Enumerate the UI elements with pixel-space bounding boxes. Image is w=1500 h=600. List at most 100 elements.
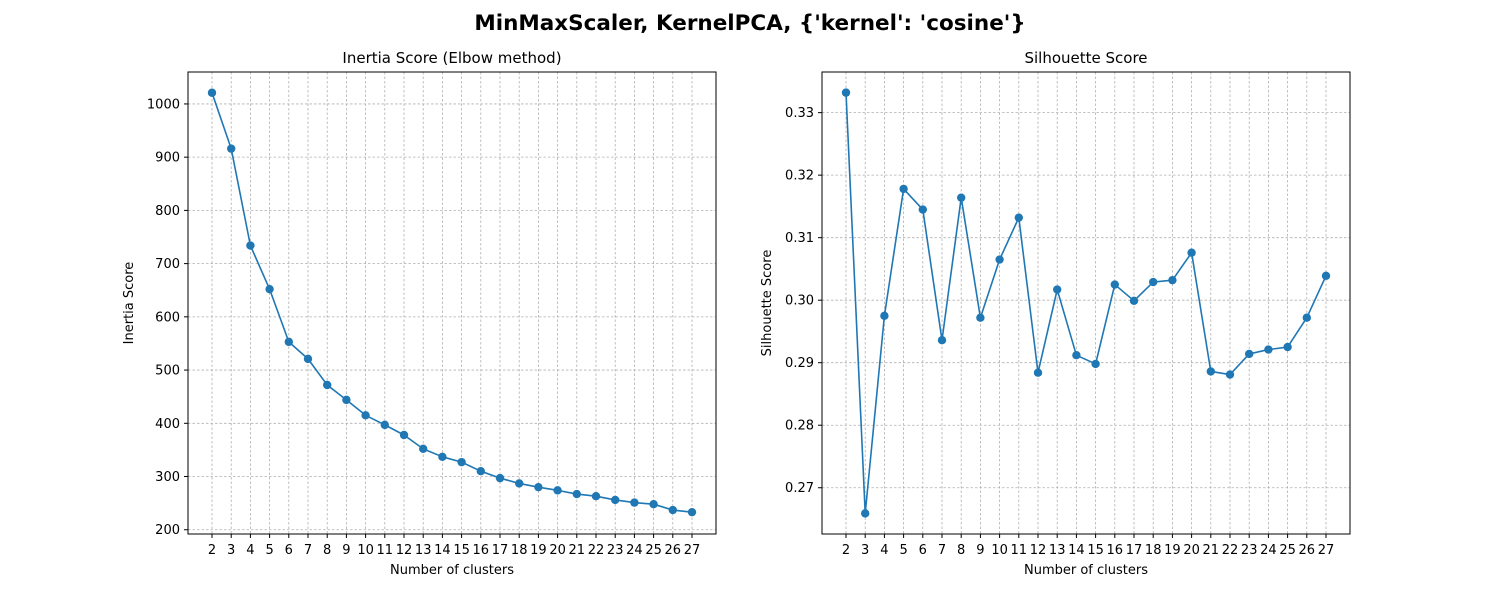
silhouette-x-tick-label: 26 (1299, 543, 1316, 558)
inertia-data-point (630, 498, 639, 507)
silhouette-data-point (1264, 345, 1273, 354)
silhouette-y-tick-label: 0.33 (785, 106, 814, 121)
silhouette-data-point (1187, 248, 1196, 257)
inertia-x-tick-label: 14 (434, 543, 451, 558)
inertia-data-point (515, 479, 524, 488)
inertia-data-point (495, 473, 505, 483)
silhouette-data-point (1225, 370, 1235, 379)
inertia-x-tick-label: 16 (473, 543, 490, 558)
silhouette-data-point (1053, 285, 1062, 294)
inertia-data-point (553, 486, 562, 495)
inertia-x-tick-label: 6 (285, 543, 293, 558)
silhouette-x-tick-label: 9 (976, 543, 984, 558)
silhouette-x-tick-label: 22 (1222, 543, 1239, 558)
silhouette-data-point (841, 88, 851, 97)
silhouette-x-tick-label: 3 (861, 543, 869, 558)
silhouette-x-tick-label: 8 (957, 543, 965, 558)
inertia-x-tick-label: 8 (323, 543, 331, 558)
inertia-x-tick-label: 13 (415, 543, 432, 558)
silhouette-y-tick-label: 0.27 (785, 481, 814, 496)
inertia-x-tick-label: 21 (569, 543, 586, 558)
inertia-data-point (419, 444, 428, 454)
inertia-data-point (342, 395, 351, 405)
inertia-x-tick-label: 10 (357, 543, 374, 558)
silhouette-x-tick-label: 11 (1011, 543, 1028, 558)
inertia-x-tick-label: 24 (626, 543, 643, 558)
silhouette-x-tick-label: 12 (1030, 543, 1047, 558)
inertia-data-point (649, 499, 658, 509)
silhouette-x-tick-label: 21 (1203, 543, 1220, 558)
inertia-x-axis-label: Number of clusters (390, 563, 514, 578)
inertia-data-point (265, 284, 274, 294)
silhouette-data-point (1033, 368, 1043, 377)
inertia-data-point (572, 489, 581, 499)
silhouette-data-point (861, 509, 870, 518)
silhouette-series-line (845, 92, 1327, 515)
inertia-y-tick-label: 400 (155, 417, 180, 432)
inertia-x-tick-label: 15 (453, 543, 470, 558)
inertia-data-point (687, 507, 697, 517)
silhouette-data-point (1110, 280, 1120, 289)
inertia-data-point (361, 411, 370, 420)
silhouette-x-tick-label: 20 (1183, 543, 1200, 558)
inertia-data-point (207, 88, 217, 97)
silhouette-x-tick-label: 13 (1049, 543, 1066, 558)
silhouette-data-point (1302, 313, 1312, 322)
inertia-data-point (323, 380, 332, 390)
silhouette-x-tick-label: 16 (1107, 543, 1124, 558)
silhouette-data-point (1168, 275, 1177, 285)
silhouette-data-point (995, 255, 1004, 264)
silhouette-x-tick-label: 5 (899, 543, 907, 558)
inertia-y-tick-label: 900 (155, 151, 180, 166)
inertia-y-tick-label: 600 (155, 310, 180, 325)
inertia-axes-frame (187, 71, 717, 535)
inertia-data-point (611, 495, 620, 505)
inertia-data-point (284, 337, 293, 347)
silhouette-x-axis-label: Number of clusters (1024, 563, 1148, 578)
inertia-x-tick-label: 25 (645, 543, 662, 558)
silhouette-data-point (1321, 271, 1331, 281)
inertia-y-tick-label: 700 (155, 257, 180, 272)
inertia-series-line (211, 92, 693, 513)
inertia-data-point (399, 430, 409, 440)
silhouette-x-tick-label: 19 (1164, 543, 1181, 558)
silhouette-data-point (1091, 359, 1100, 369)
silhouette-y-tick-label: 0.29 (785, 356, 814, 371)
inertia-data-point (438, 452, 447, 462)
silhouette-y-tick-label: 0.31 (785, 231, 814, 246)
silhouette-x-tick-label: 27 (1318, 543, 1335, 558)
inertia-data-point (246, 241, 255, 250)
inertia-chart-panel: 2 3 4 5 6 7 8 9 10 11 12 13 14 15 16 17 18 19 20 21 22 23 24 25… (122, 49, 717, 578)
silhouette-x-tick-label: 7 (938, 543, 946, 558)
silhouette-chart-title: Silhouette Score (1024, 49, 1147, 67)
inertia-x-tick-label: 7 (304, 543, 312, 558)
silhouette-x-tick-label: 23 (1241, 543, 1258, 558)
silhouette-x-tick-label: 10 (991, 543, 1008, 558)
inertia-x-tick-label: 19 (530, 543, 547, 558)
inertia-data-point (303, 354, 313, 364)
silhouette-y-tick-label: 0.32 (785, 169, 814, 184)
silhouette-data-point (918, 205, 927, 214)
inertia-data-point (380, 420, 389, 430)
inertia-x-tick-label: 4 (246, 543, 254, 558)
inertia-x-tick-label: 23 (607, 543, 624, 558)
silhouette-data-point (1283, 342, 1292, 352)
inertia-y-tick-label: 1000 (147, 97, 180, 112)
silhouette-data-point (1129, 296, 1139, 306)
silhouette-data-point (899, 184, 908, 194)
inertia-y-tick-label: 300 (155, 470, 180, 485)
inertia-x-tick-label: 2 (208, 543, 216, 558)
inertia-data-point (476, 466, 485, 476)
inertia-data-point (227, 144, 236, 153)
inertia-x-tick-label: 5 (265, 543, 273, 558)
silhouette-data-point (976, 313, 985, 322)
inertia-y-tick-label: 800 (155, 204, 180, 219)
inertia-x-tick-label: 3 (227, 543, 235, 558)
silhouette-y-axis-label: Silhouette Score (760, 250, 775, 357)
silhouette-x-tick-label: 6 (919, 543, 927, 558)
inertia-x-tick-label: 11 (377, 543, 394, 558)
inertia-x-tick-label: 12 (396, 543, 413, 558)
silhouette-data-point (1072, 351, 1081, 360)
silhouette-x-tick-label: 17 (1126, 543, 1143, 558)
